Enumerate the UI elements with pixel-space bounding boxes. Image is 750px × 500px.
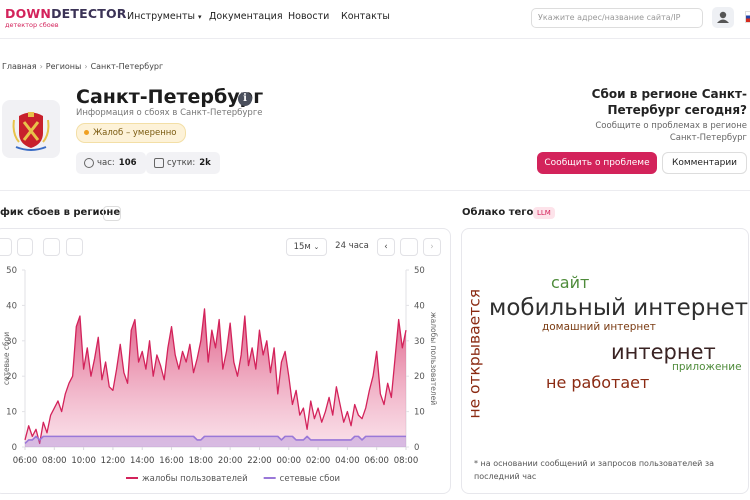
divider xyxy=(0,38,750,39)
tag[interactable]: не открывается xyxy=(465,288,484,419)
y-tick-label: 10 xyxy=(6,408,17,418)
tag[interactable]: домашний интернет xyxy=(542,321,656,333)
next-button[interactable]: › xyxy=(423,238,441,256)
logo-rest: DETECTOR xyxy=(51,6,127,21)
legend-label: жалобы пользователей xyxy=(142,474,248,484)
report-title: Сбои в регионе Санкт-Петербург сегодня? xyxy=(591,87,747,117)
stat-value: 106 xyxy=(118,158,137,168)
divider xyxy=(0,190,750,191)
range-select[interactable]: 24 часа xyxy=(335,241,369,251)
x-tick-label: 10:00 xyxy=(71,456,96,466)
nav-link[interactable]: Контакты xyxy=(341,11,390,22)
x-tick-label: 16:00 xyxy=(159,456,184,466)
tag[interactable]: приложение xyxy=(672,361,742,373)
x-tick-label: 14:00 xyxy=(130,456,155,466)
chart-tool[interactable] xyxy=(0,238,12,256)
legend-label: сетевые сбои xyxy=(280,474,340,484)
tag-card xyxy=(461,228,749,494)
y2-axis-label: жалобы пользователей xyxy=(429,312,438,405)
tag[interactable]: сайт xyxy=(551,273,590,292)
report-text: Сообщите о проблемах в регионе Санкт-Пет… xyxy=(595,121,747,143)
x-tick-label: 00:00 xyxy=(277,456,302,466)
y2-tick-label: 30 xyxy=(414,337,425,347)
llm-badge: LLM xyxy=(533,207,555,219)
chart-card xyxy=(0,228,451,494)
x-tick-label: 20:00 xyxy=(218,456,243,466)
interval-select[interactable]: 15м ⌄ xyxy=(286,238,327,256)
calendar-button[interactable] xyxy=(400,238,418,256)
series-line xyxy=(24,308,407,445)
stat-label: сутки: xyxy=(167,158,196,168)
interval-text: 15м xyxy=(293,242,311,252)
y-tick-label: 30 xyxy=(6,337,17,347)
y2-tick-label: 40 xyxy=(414,301,425,311)
tag-note: * на основании сообщений и запросов поль… xyxy=(474,459,715,481)
logo-accent: DOWN xyxy=(5,6,52,21)
info-icon[interactable]: i xyxy=(238,92,252,106)
x-tick-label: 22:00 xyxy=(247,456,272,466)
embed-button[interactable] xyxy=(103,206,121,221)
status-badge: Жалоб – умеренно xyxy=(76,123,186,143)
tag-cloud: сайт мобильный интернет домашний интерне… xyxy=(462,229,748,454)
x-tick-label: 12:00 xyxy=(101,456,126,466)
tag[interactable]: не работает xyxy=(546,373,650,392)
x-tick-label: 18:00 xyxy=(189,456,214,466)
nav-link[interactable]: Новости xyxy=(288,11,330,22)
x-tick-label: 08:00 xyxy=(42,456,67,466)
report-button[interactable]: Сообщить о проблеме xyxy=(537,152,657,174)
y-tick-label: 50 xyxy=(6,266,17,276)
breadcrumbs: Главная › Регионы › Санкт-Петербург xyxy=(2,62,164,71)
y2-tick-label: 20 xyxy=(414,372,425,382)
tag[interactable]: интернет xyxy=(611,340,716,364)
nav-link[interactable]: Инструменты ▾ xyxy=(127,11,202,22)
search-input[interactable]: Укажите адрес/название сайта/IP xyxy=(531,8,703,28)
prev-button[interactable]: ‹ xyxy=(377,238,395,256)
area-fill xyxy=(25,308,406,447)
x-tick-label: 04:00 xyxy=(335,456,360,466)
region-subtitle: Информация о сбоях в Санкт-Петербурге xyxy=(76,108,263,118)
logo[interactable]: DOWNDETECTOR xyxy=(5,6,127,21)
y2-tick-label: 50 xyxy=(414,266,425,276)
user-icon xyxy=(717,11,729,23)
x-tick-label: 02:00 xyxy=(306,456,331,466)
crumb: Санкт-Петербург xyxy=(90,62,164,71)
comments-button[interactable]: Комментарии xyxy=(662,152,747,174)
y-axis-label: сетевые сбои xyxy=(2,332,11,385)
chart-tool[interactable] xyxy=(66,238,83,256)
tag-cloud-title: Облако тегов xyxy=(462,207,540,218)
stat-label: час: xyxy=(97,158,115,168)
stat-day: сутки: 2k xyxy=(146,152,220,174)
y-tick-label: 20 xyxy=(6,372,17,382)
x-tick-label: 06:00 xyxy=(13,456,38,466)
coat-of-arms xyxy=(2,100,60,158)
series-line xyxy=(24,435,406,445)
user-button[interactable] xyxy=(712,7,734,28)
y2-tick-label: 0 xyxy=(414,443,419,453)
emblem-icon xyxy=(12,112,50,151)
region-title: Санкт-Петербург xyxy=(76,86,264,108)
crumb[interactable]: Главная xyxy=(2,62,37,71)
y-tick-label: 0 xyxy=(12,443,17,453)
stat-hour: час: 106 xyxy=(76,152,146,174)
flag[interactable] xyxy=(745,11,750,23)
area-fill xyxy=(25,436,406,447)
y2-tick-label: 10 xyxy=(414,408,425,418)
chart-section-title: фик сбоев в регионе xyxy=(0,207,121,218)
tagline: детектор сбоев xyxy=(5,21,59,29)
x-tick-label: 08:00 xyxy=(394,456,419,466)
nav-link[interactable]: Документация xyxy=(209,11,283,22)
x-tick-label: 06:00 xyxy=(364,456,389,466)
chart: 0 10 20 30 40 50 0 10 20 30 40 50 06:00 08:00 10:00 12:… xyxy=(2,266,438,484)
nav-text: Инструменты xyxy=(127,11,195,22)
tag[interactable]: мобильный интернет xyxy=(489,295,748,321)
crumb[interactable]: Регионы xyxy=(45,62,82,71)
chart-tool[interactable] xyxy=(17,238,33,256)
y-tick-label: 40 xyxy=(6,301,17,311)
stat-value: 2k xyxy=(199,158,211,168)
chart-tool[interactable] xyxy=(43,238,60,256)
